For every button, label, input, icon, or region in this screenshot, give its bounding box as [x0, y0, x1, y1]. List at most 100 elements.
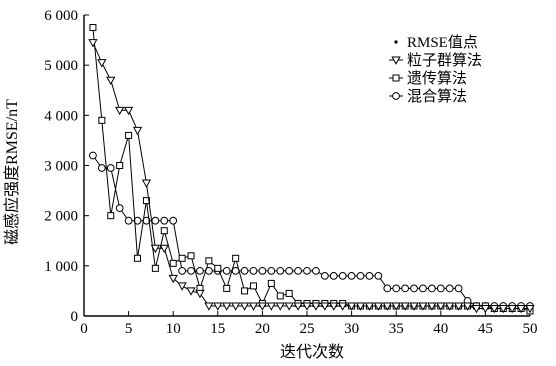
- data-point: [364, 302, 375, 311]
- data-point: [312, 266, 320, 275]
- x-tick-label: 25: [300, 321, 315, 337]
- legend-marker: [391, 56, 401, 65]
- data-point: [160, 227, 168, 235]
- data-point: [329, 271, 338, 280]
- data-point: [186, 287, 196, 296]
- legend-label: 粒子群算法: [407, 51, 482, 69]
- data-point: [151, 216, 160, 225]
- data-point: [355, 302, 366, 311]
- y-axis-title: 磁感应强度RMSE/nT: [2, 99, 21, 245]
- data-point: [116, 162, 124, 169]
- data-point: [507, 304, 517, 314]
- data-point: [213, 302, 223, 311]
- series-triangle-down: [88, 39, 535, 314]
- data-point: [267, 279, 275, 287]
- data-point: [276, 292, 284, 300]
- data-point: [489, 304, 499, 314]
- data-point: [151, 264, 159, 272]
- x-tick-label: 15: [210, 321, 225, 337]
- data-point: [222, 302, 232, 311]
- data-point: [141, 179, 152, 188]
- data-point: [516, 304, 526, 314]
- data-point: [195, 289, 205, 299]
- data-point: [266, 302, 276, 311]
- data-point: [356, 271, 365, 280]
- y-tick-label: 4 000: [44, 108, 78, 124]
- data-point: [214, 264, 222, 272]
- data-point: [142, 197, 150, 205]
- data-point: [232, 254, 240, 262]
- data-point: [436, 284, 445, 293]
- data-point: [134, 254, 142, 262]
- data-point: [239, 302, 250, 311]
- data-point: [383, 284, 392, 293]
- data-point: [169, 216, 178, 225]
- data-point: [106, 76, 116, 86]
- data-point: [276, 266, 285, 275]
- data-point: [178, 254, 186, 262]
- data-point: [187, 252, 195, 260]
- y-tick-label: 2 000: [44, 209, 78, 225]
- data-point: [285, 266, 294, 275]
- data-point: [267, 266, 276, 275]
- x-tick-label: 0: [80, 321, 88, 337]
- data-point: [107, 212, 115, 220]
- data-point: [320, 271, 329, 280]
- ticks: 0 5 10 15 20 25 30 35 40 45 50 0 1 000 2 000 3 000 4 00…: [44, 8, 537, 337]
- y-tick-label: 6 000: [44, 8, 78, 24]
- legend-marker: [394, 40, 398, 44]
- data-point: [169, 259, 177, 267]
- data-point: [329, 302, 339, 311]
- data-point: [373, 302, 384, 311]
- y-tick-label: 1 000: [44, 259, 78, 275]
- data-point: [471, 304, 482, 314]
- data-point: [498, 304, 508, 314]
- data-point: [436, 302, 446, 311]
- data-point: [338, 302, 348, 311]
- data-point: [347, 271, 356, 280]
- legend-item: 遗传算法: [389, 69, 467, 87]
- legend-label: 遗传算法: [407, 69, 467, 87]
- data-point: [275, 302, 285, 311]
- data-point: [123, 106, 134, 116]
- data-point: [453, 302, 464, 311]
- data-point: [230, 302, 241, 311]
- data-point: [124, 216, 133, 225]
- data-point: [150, 244, 161, 254]
- data-point: [525, 304, 535, 314]
- y-tick-label: 0: [71, 309, 79, 325]
- data-point: [248, 302, 259, 311]
- data-point: [462, 302, 473, 311]
- y-tick-label: 3 000: [44, 159, 78, 175]
- data-point: [294, 266, 302, 275]
- data-point: [374, 271, 383, 280]
- data-point: [177, 282, 187, 291]
- data-point: [98, 116, 106, 124]
- data-point: [346, 302, 357, 311]
- data-point: [196, 266, 204, 275]
- data-point: [258, 266, 267, 275]
- data-point: [249, 266, 258, 275]
- data-point: [204, 302, 214, 311]
- data-point: [419, 284, 427, 293]
- data-point: [160, 216, 169, 225]
- data-point: [133, 216, 142, 225]
- data-point: [106, 164, 115, 172]
- data-point: [391, 302, 401, 311]
- data-point: [400, 302, 410, 311]
- data-point: [241, 287, 249, 295]
- series-layer: [88, 24, 535, 315]
- data-point: [302, 302, 312, 311]
- data-point: [249, 282, 257, 290]
- data-point: [445, 284, 454, 293]
- data-point: [240, 266, 249, 275]
- data-point: [454, 284, 463, 293]
- data-point: [115, 204, 124, 213]
- data-point: [285, 289, 293, 297]
- data-point: [223, 284, 231, 292]
- data-point: [293, 302, 303, 311]
- x-tick-label: 30: [344, 321, 359, 337]
- data-point: [284, 302, 294, 311]
